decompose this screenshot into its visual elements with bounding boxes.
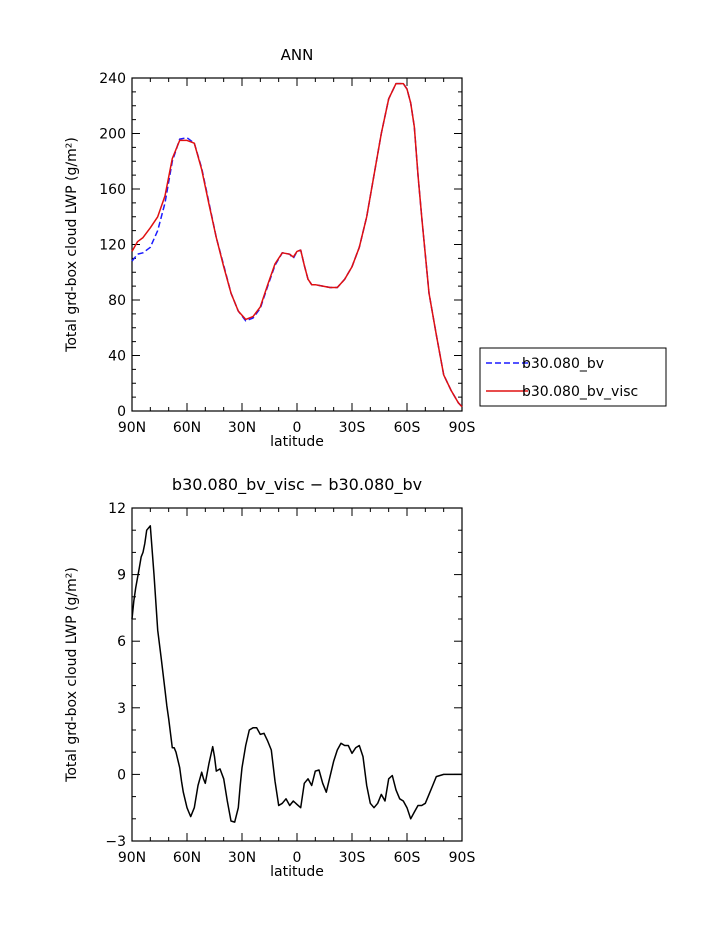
x-tick-label: 90N (118, 420, 146, 436)
x-tick-label: 90S (449, 420, 476, 436)
y-tick-label: 12 (108, 501, 126, 517)
series-line-0 (131, 82, 463, 408)
y-tick-label: 240 (99, 71, 126, 87)
y-tick-label: 200 (99, 127, 126, 143)
x-tick-label: 30S (339, 420, 366, 436)
x-tick-label: 90N (118, 850, 146, 866)
y-tick-label: 3 (117, 701, 126, 717)
chart-title: ANN (281, 46, 314, 64)
y-axis-label: Total grd-box cloud LWP (g/m²) (64, 137, 80, 353)
series-line-1 (131, 82, 463, 408)
chart-title: b30.080_bv_visc − b30.080_bv (172, 475, 422, 495)
y-axis-label: Total grd-box cloud LWP (g/m²) (64, 567, 80, 783)
y-tick-label: 0 (117, 767, 126, 783)
plot-frame (131, 77, 463, 412)
y-tick-label: 0 (117, 404, 126, 420)
y-tick-label: 40 (108, 349, 126, 365)
x-axis-label: latitude (270, 864, 324, 880)
x-tick-label: 0 (293, 420, 302, 436)
x-tick-label: 0 (293, 850, 302, 866)
y-tick-label: 160 (99, 182, 126, 198)
legend: b30.080_bv b30.080_bv_visc (479, 347, 667, 407)
plot-frame (131, 507, 463, 842)
legend-box (479, 347, 667, 407)
x-tick-label: 30N (228, 420, 256, 436)
x-tick-label: 60N (173, 850, 201, 866)
x-tick-label: 60S (394, 420, 421, 436)
x-tick-label: 60S (394, 850, 421, 866)
y-tick-label: 9 (117, 568, 126, 584)
x-tick-label: 30N (228, 850, 256, 866)
x-tick-label: 90S (449, 850, 476, 866)
top-panel: ANN 90N 60N 30N 0 30S 60S 90S 0 40 80 120 160 200 240 l… (64, 46, 475, 450)
legend-label-0: b30.080_bv (522, 356, 604, 372)
legend-label-1: b30.080_bv_visc (522, 384, 638, 400)
y-tick-label: 80 (108, 293, 126, 309)
y-tick-label: 6 (117, 634, 126, 650)
series-line-0 (131, 525, 462, 823)
x-axis-label: latitude (270, 434, 324, 450)
x-tick-label: 60N (173, 420, 201, 436)
x-tick-label: 30S (339, 850, 366, 866)
y-tick-label: 120 (99, 238, 126, 254)
y-tick-label: −3 (105, 834, 126, 850)
